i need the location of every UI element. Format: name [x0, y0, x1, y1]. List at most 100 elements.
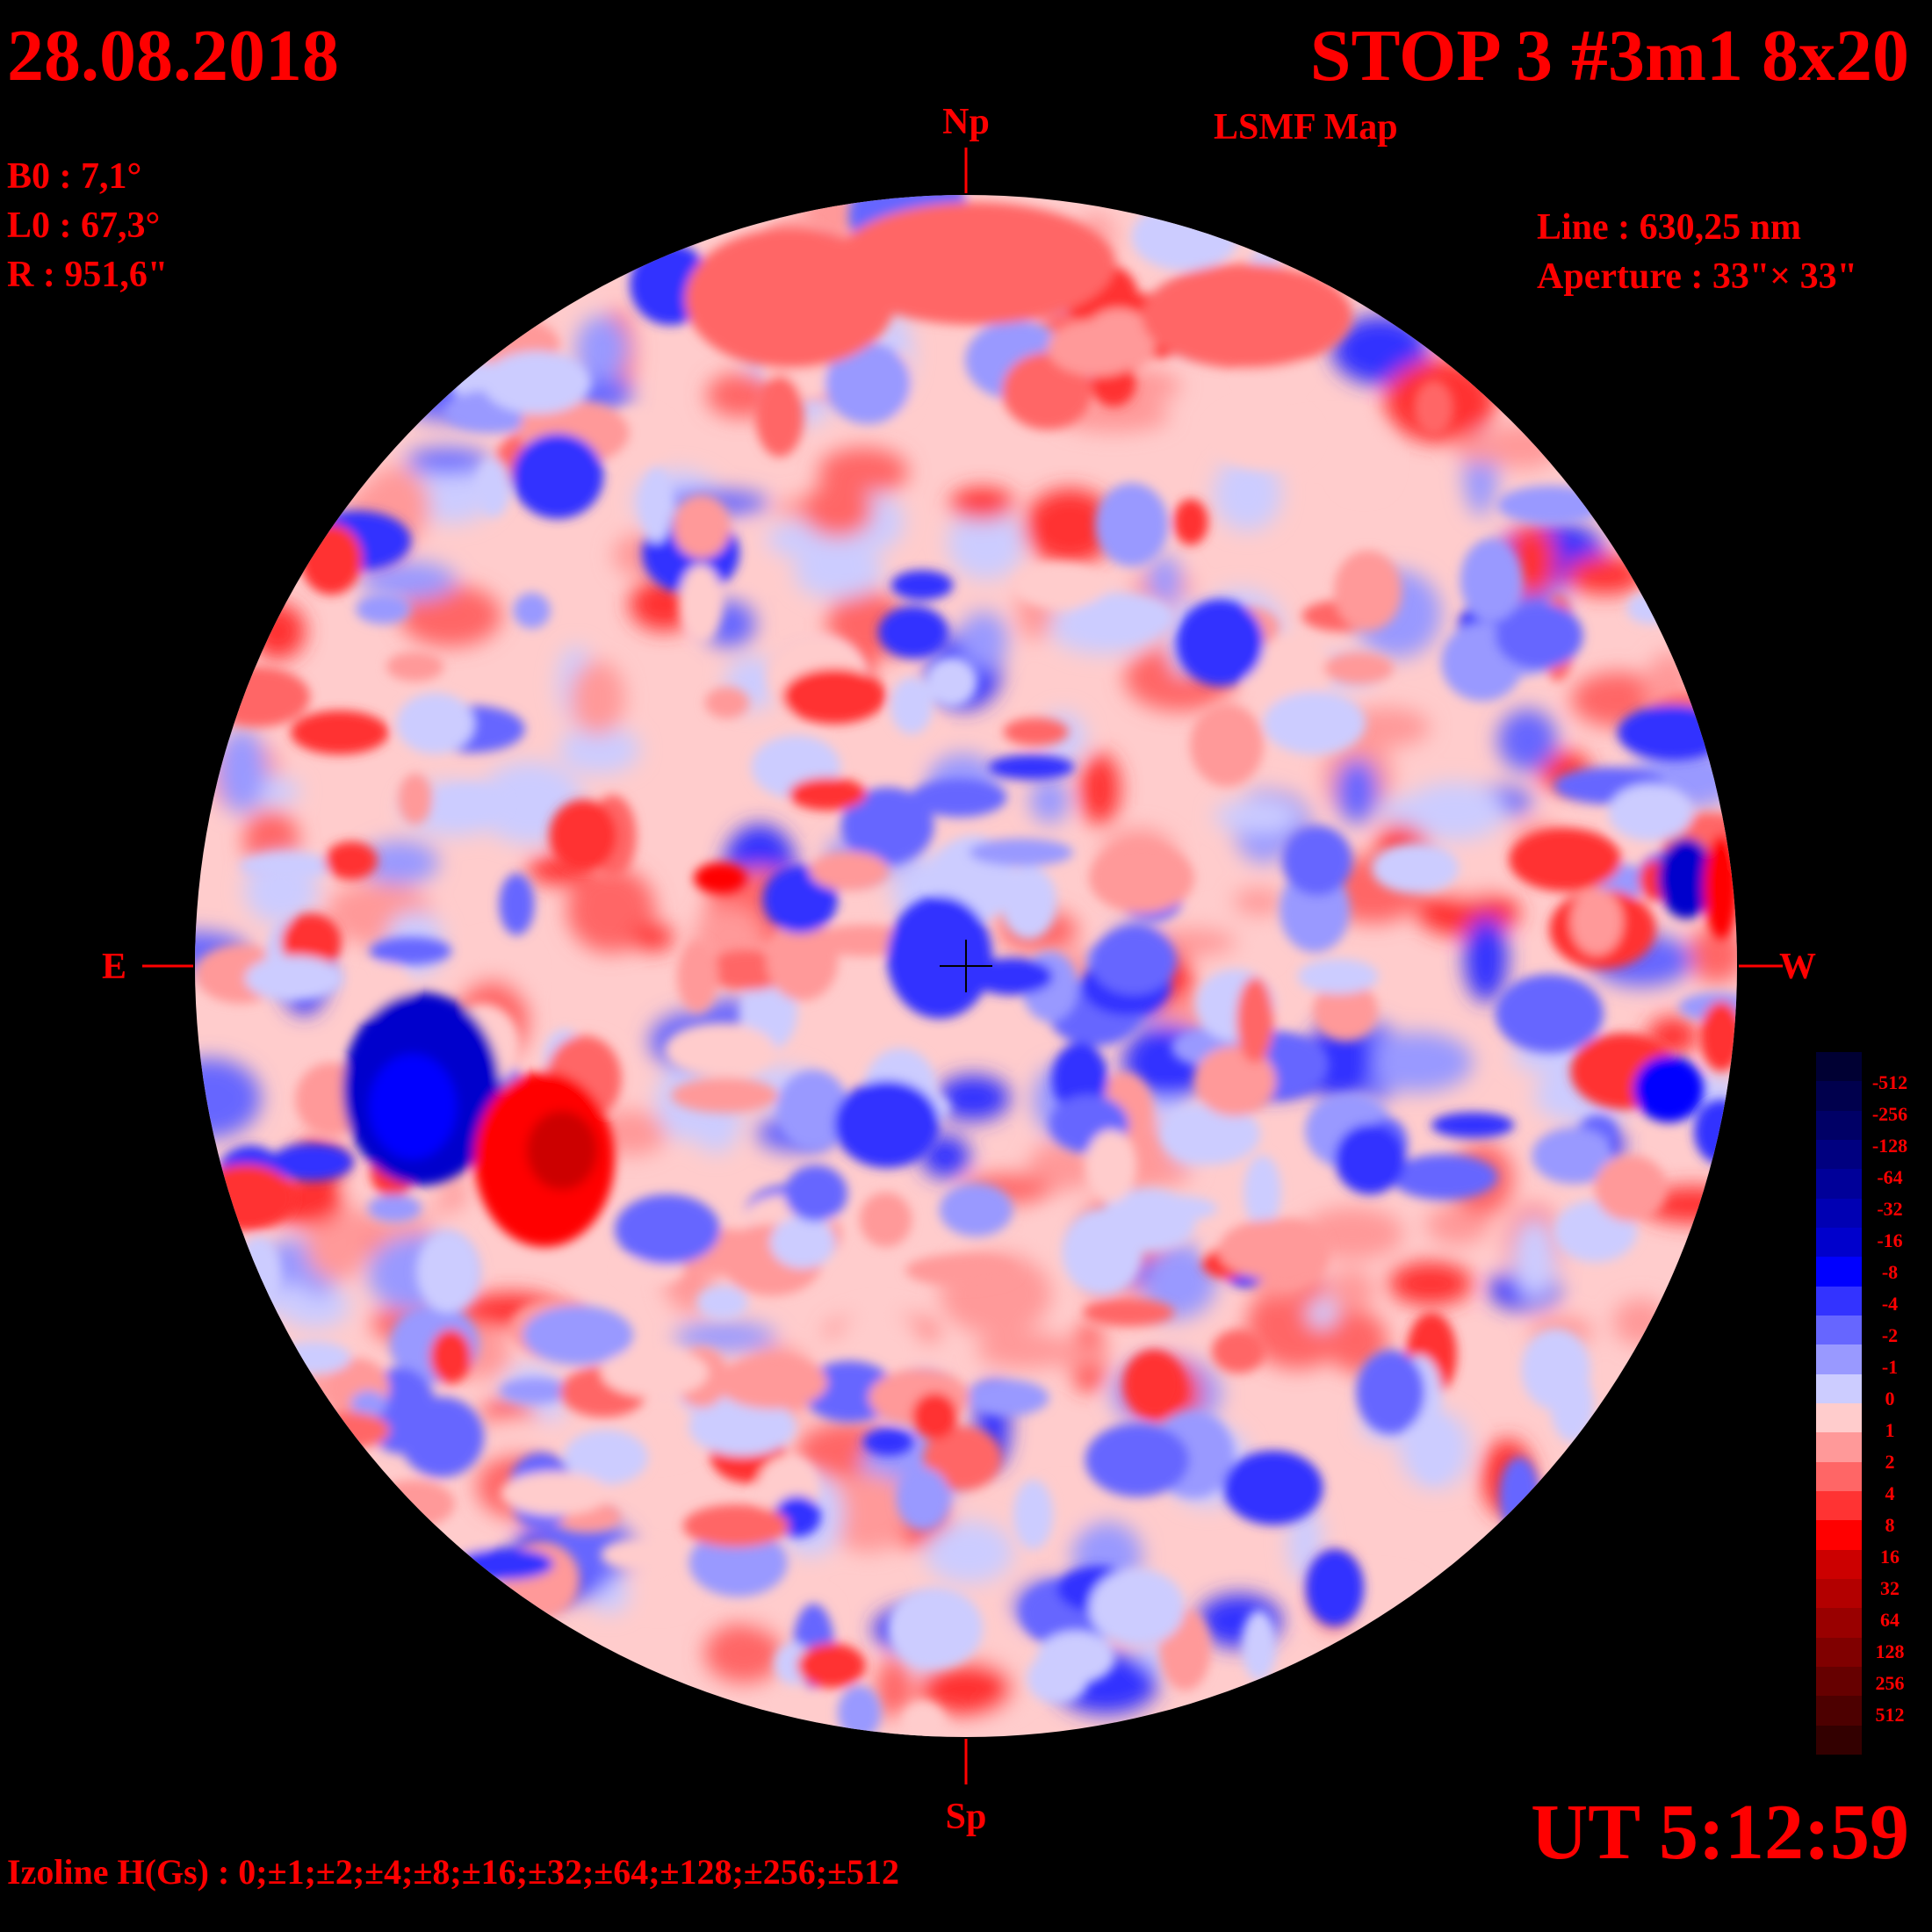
field-patch [570, 660, 625, 736]
field-patch [500, 1471, 610, 1516]
field-patch [386, 652, 444, 681]
field-patch [244, 955, 344, 1002]
field-patch [307, 1411, 390, 1449]
field-patch [776, 1070, 850, 1150]
east-label: E [102, 947, 127, 987]
field-feature [1700, 1001, 1737, 1071]
field-patch [217, 728, 267, 814]
field-patch [1694, 1099, 1737, 1164]
field-feature [887, 896, 992, 1019]
center-crosshair [940, 940, 992, 992]
colorbar-segment [1816, 1316, 1862, 1345]
colorbar-segment [1816, 1140, 1862, 1170]
field-patch [782, 667, 887, 724]
field-patch [1565, 555, 1646, 595]
field-feature [694, 862, 746, 894]
colorbar-segment [1816, 1081, 1862, 1112]
field-patch [1372, 842, 1460, 894]
field-patch [1388, 1261, 1473, 1306]
map-subtitle: LSMF Map [1214, 107, 1398, 148]
field-patch [671, 1078, 778, 1114]
colorbar-segment [1816, 1110, 1862, 1141]
field-patch [1223, 1450, 1323, 1525]
field-patch [1003, 717, 1069, 746]
field-patch [1688, 925, 1737, 984]
field-patch [919, 1661, 1013, 1715]
field-patch [405, 448, 490, 473]
field-patch [1082, 1298, 1175, 1327]
field-patch [1089, 1568, 1185, 1647]
field-patch [360, 840, 439, 885]
colorbar-label: 0 [1885, 1388, 1895, 1409]
field-patch [1013, 1480, 1053, 1550]
field-patch [1431, 1112, 1515, 1138]
colorbar-segment [1816, 1169, 1862, 1200]
field-patch [482, 350, 592, 415]
field-patch [910, 779, 1007, 817]
field-patch [1075, 595, 1175, 640]
field-patch [1214, 799, 1303, 833]
colorbar-label: -512 [1871, 1071, 1908, 1093]
field-patch [1062, 1208, 1143, 1296]
field-patch [1208, 400, 1317, 471]
field-patch [784, 1164, 847, 1222]
field-patch [1499, 1456, 1540, 1535]
colorbar-segment [1816, 1637, 1862, 1668]
field-patch [1176, 599, 1264, 687]
north-pole-label: Np [942, 102, 990, 142]
field-patch [664, 1022, 775, 1078]
colorbar-segment [1816, 1432, 1862, 1463]
field-patch [859, 1192, 912, 1247]
field-patch [1085, 1129, 1137, 1203]
field-feature [1089, 843, 1194, 913]
field-patch [1608, 783, 1693, 841]
field-patch [862, 1428, 913, 1456]
field-patch [523, 1305, 633, 1366]
field-patch [676, 940, 719, 1013]
field-feature [369, 1054, 457, 1159]
colorbar-segment [1816, 1052, 1862, 1082]
colorbar-label: 256 [1875, 1672, 1905, 1694]
field-patch [196, 1164, 296, 1231]
field-feature [325, 841, 378, 880]
field-patch [358, 561, 458, 601]
field-patch [920, 1135, 970, 1179]
field-patch [755, 375, 804, 458]
field-patch [1414, 379, 1454, 436]
field-patch [1416, 889, 1521, 937]
field-patch [203, 667, 311, 728]
field-patch [824, 1473, 913, 1553]
field-patch [1135, 1243, 1217, 1320]
field-patch [476, 458, 510, 517]
colorbar-segment [1816, 1228, 1862, 1258]
field-patch [679, 564, 723, 643]
field-patch [1287, 1231, 1325, 1257]
field-patch [809, 851, 890, 891]
aperture: Aperture : 33"× 33" [1537, 256, 1857, 297]
field-patch [1550, 1367, 1594, 1442]
field-patch [306, 1213, 369, 1281]
field-patch [1013, 562, 1107, 609]
colorbar-segment [1816, 1579, 1862, 1609]
field-patch [1454, 433, 1505, 464]
field-patch [239, 853, 335, 879]
field-patch [925, 657, 978, 708]
field-patch [1626, 592, 1675, 624]
field-patch [549, 799, 617, 872]
field-patch [1594, 1155, 1668, 1222]
field-patch [969, 838, 1073, 867]
izoline-levels: Izoline H(Gs) : 0;±1;±2;±4;±8;±16;±32;±6… [7, 1852, 900, 1892]
field-patch [367, 1194, 422, 1222]
field-patch [717, 1355, 828, 1409]
colorbar-segment [1816, 1491, 1862, 1521]
field-patch [249, 602, 306, 660]
field-patch [513, 592, 551, 629]
field-patch [949, 487, 1014, 520]
field-patch [1079, 753, 1121, 825]
field-patch [840, 787, 934, 864]
field-patch [1512, 1216, 1556, 1300]
field-patch [794, 545, 883, 599]
colorbar-label: -256 [1871, 1103, 1908, 1125]
field-patch [1497, 485, 1604, 525]
field-patch [1495, 974, 1604, 1053]
